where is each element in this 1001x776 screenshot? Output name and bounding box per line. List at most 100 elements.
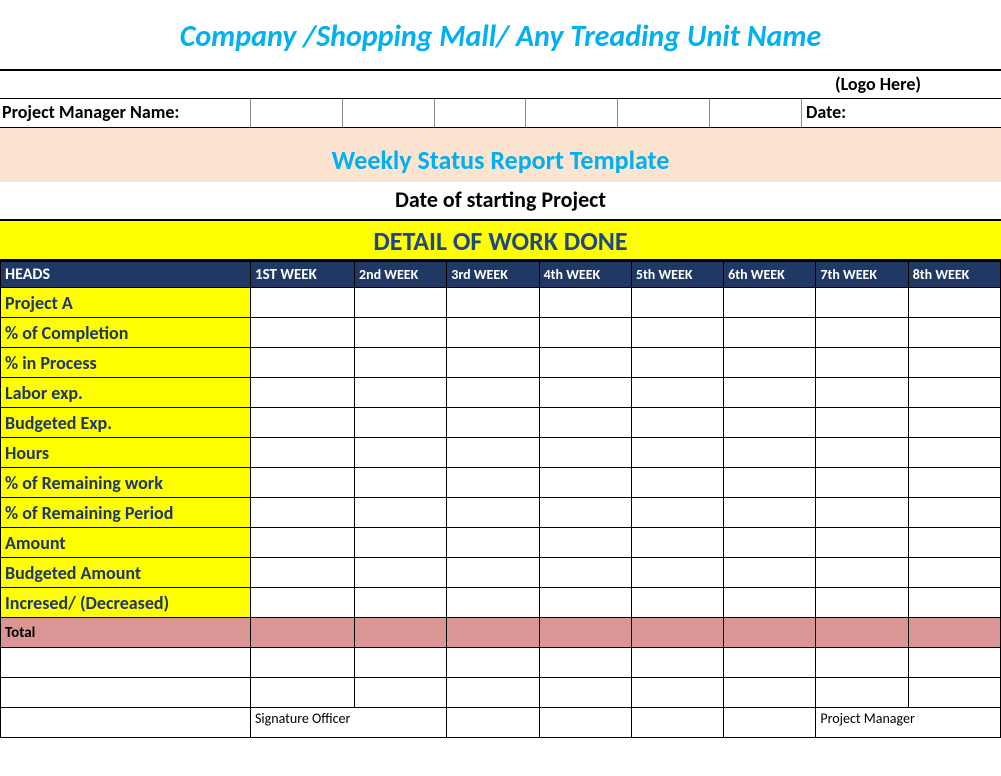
data-cell[interactable] — [816, 318, 908, 348]
data-cell[interactable] — [539, 438, 631, 468]
data-cell[interactable] — [816, 438, 908, 468]
data-cell[interactable] — [631, 588, 723, 618]
data-cell[interactable] — [631, 378, 723, 408]
data-cell[interactable] — [631, 408, 723, 438]
data-cell[interactable] — [355, 438, 447, 468]
data-cell[interactable] — [816, 588, 908, 618]
pm-cell[interactable] — [617, 99, 709, 127]
data-cell[interactable] — [447, 438, 539, 468]
data-cell[interactable] — [539, 348, 631, 378]
data-cell[interactable] — [447, 288, 539, 318]
data-cell[interactable] — [724, 408, 816, 438]
data-cell[interactable] — [355, 288, 447, 318]
data-cell[interactable] — [908, 558, 1000, 588]
data-cell[interactable] — [447, 468, 539, 498]
data-cell[interactable] — [724, 438, 816, 468]
data-cell[interactable] — [724, 528, 816, 558]
data-cell[interactable] — [355, 528, 447, 558]
data-cell[interactable] — [447, 558, 539, 588]
data-cell[interactable] — [724, 588, 816, 618]
data-cell[interactable] — [816, 378, 908, 408]
data-cell[interactable] — [447, 348, 539, 378]
data-cell[interactable] — [539, 558, 631, 588]
data-cell[interactable] — [539, 318, 631, 348]
data-cell[interactable] — [908, 498, 1000, 528]
total-cell[interactable] — [447, 618, 539, 648]
data-cell[interactable] — [355, 408, 447, 438]
pm-cell[interactable] — [434, 99, 526, 127]
data-cell[interactable] — [631, 318, 723, 348]
data-cell[interactable] — [724, 498, 816, 528]
data-cell[interactable] — [908, 468, 1000, 498]
total-cell[interactable] — [251, 618, 355, 648]
pm-cell[interactable] — [525, 99, 617, 127]
data-cell[interactable] — [631, 348, 723, 378]
total-cell[interactable] — [631, 618, 723, 648]
data-cell[interactable] — [724, 378, 816, 408]
data-cell[interactable] — [724, 468, 816, 498]
data-cell[interactable] — [908, 318, 1000, 348]
data-cell[interactable] — [355, 468, 447, 498]
data-cell[interactable] — [539, 528, 631, 558]
pm-cell[interactable] — [250, 99, 342, 127]
data-cell[interactable] — [251, 378, 355, 408]
data-cell[interactable] — [355, 378, 447, 408]
data-cell[interactable] — [631, 438, 723, 468]
data-cell[interactable] — [908, 588, 1000, 618]
data-cell[interactable] — [724, 318, 816, 348]
pm-cell[interactable] — [709, 99, 801, 127]
data-cell[interactable] — [447, 498, 539, 528]
data-cell[interactable] — [908, 408, 1000, 438]
data-cell[interactable] — [816, 408, 908, 438]
data-cell[interactable] — [539, 588, 631, 618]
data-cell[interactable] — [631, 528, 723, 558]
data-cell[interactable] — [355, 348, 447, 378]
data-cell[interactable] — [251, 558, 355, 588]
data-cell[interactable] — [724, 348, 816, 378]
pm-cell[interactable] — [342, 99, 434, 127]
data-cell[interactable] — [355, 588, 447, 618]
data-cell[interactable] — [816, 558, 908, 588]
data-cell[interactable] — [251, 348, 355, 378]
data-cell[interactable] — [631, 468, 723, 498]
total-cell[interactable] — [724, 618, 816, 648]
data-cell[interactable] — [816, 528, 908, 558]
data-cell[interactable] — [539, 408, 631, 438]
total-cell[interactable] — [355, 618, 447, 648]
data-cell[interactable] — [631, 498, 723, 528]
data-cell[interactable] — [724, 288, 816, 318]
data-cell[interactable] — [251, 318, 355, 348]
data-cell[interactable] — [251, 408, 355, 438]
data-cell[interactable] — [816, 498, 908, 528]
data-cell[interactable] — [908, 288, 1000, 318]
total-cell[interactable] — [539, 618, 631, 648]
data-cell[interactable] — [447, 528, 539, 558]
data-cell[interactable] — [355, 318, 447, 348]
data-cell[interactable] — [251, 288, 355, 318]
data-cell[interactable] — [251, 438, 355, 468]
data-cell[interactable] — [908, 348, 1000, 378]
data-cell[interactable] — [631, 288, 723, 318]
data-cell[interactable] — [447, 408, 539, 438]
data-cell[interactable] — [816, 348, 908, 378]
data-cell[interactable] — [539, 378, 631, 408]
data-cell[interactable] — [251, 528, 355, 558]
data-cell[interactable] — [447, 378, 539, 408]
data-cell[interactable] — [908, 378, 1000, 408]
data-cell[interactable] — [908, 438, 1000, 468]
data-cell[interactable] — [816, 288, 908, 318]
data-cell[interactable] — [539, 468, 631, 498]
data-cell[interactable] — [447, 318, 539, 348]
data-cell[interactable] — [251, 588, 355, 618]
data-cell[interactable] — [908, 528, 1000, 558]
data-cell[interactable] — [251, 468, 355, 498]
data-cell[interactable] — [355, 498, 447, 528]
data-cell[interactable] — [447, 588, 539, 618]
data-cell[interactable] — [355, 558, 447, 588]
data-cell[interactable] — [539, 498, 631, 528]
data-cell[interactable] — [251, 498, 355, 528]
total-cell[interactable] — [816, 618, 908, 648]
data-cell[interactable] — [631, 558, 723, 588]
total-cell[interactable] — [908, 618, 1000, 648]
data-cell[interactable] — [539, 288, 631, 318]
